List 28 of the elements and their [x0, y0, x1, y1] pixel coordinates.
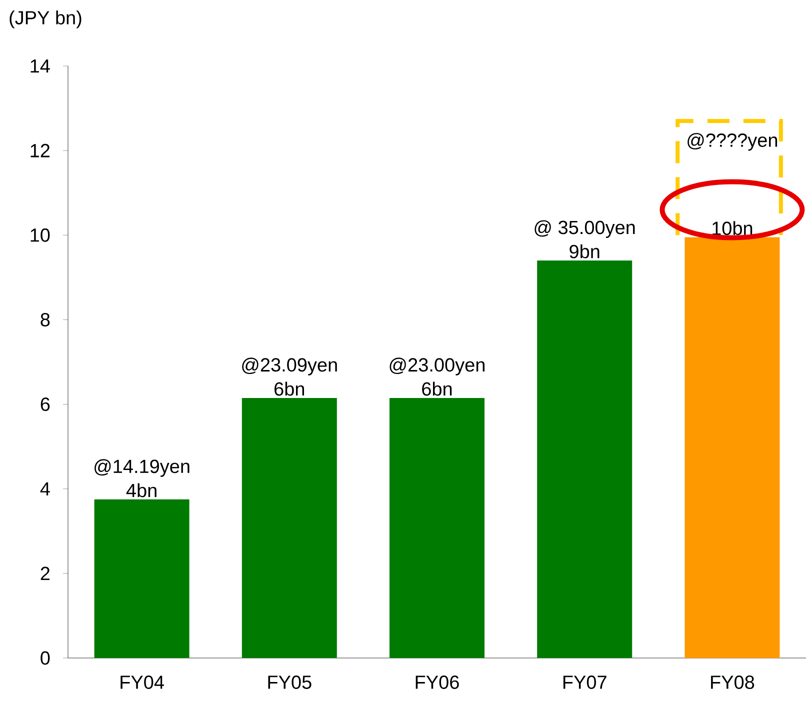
x-tick-label: FY05 — [268, 676, 312, 689]
annotation: @23.00yen — [390, 358, 484, 376]
data-label: 6bn — [274, 382, 304, 396]
annotation: @ 35.00yen — [534, 220, 635, 238]
y-tick-label: 8 — [40, 312, 50, 326]
y-tick-label: 0 — [40, 651, 50, 665]
x-tick-label: FY06 — [416, 676, 459, 689]
data-label: 9bn — [570, 244, 600, 258]
y-tick-label: 6 — [40, 398, 50, 412]
y-tick-label: 14 — [30, 59, 50, 73]
y-tick-label: 12 — [30, 144, 50, 158]
x-tick-label: FY08 — [711, 676, 754, 689]
bar — [537, 260, 632, 658]
x-tick-label: FY07 — [563, 676, 606, 689]
data-label: 4bn — [126, 483, 156, 498]
bar — [94, 499, 190, 658]
y-tick-label: 4 — [40, 482, 50, 496]
data-label: 10bn — [712, 221, 752, 236]
y-tick-label: 10 — [30, 228, 50, 242]
y-tick-label: 2 — [40, 566, 50, 580]
data-label: 6bn — [422, 382, 452, 396]
annotation: @23.09yen — [242, 358, 337, 376]
bar — [390, 398, 485, 658]
bar — [242, 398, 337, 658]
x-tick-label: FY04 — [120, 676, 164, 689]
y-axis-title: (JPY bn) — [10, 10, 82, 28]
annotation: @14.19yen — [94, 459, 190, 477]
annotation: @????yen — [688, 132, 778, 151]
